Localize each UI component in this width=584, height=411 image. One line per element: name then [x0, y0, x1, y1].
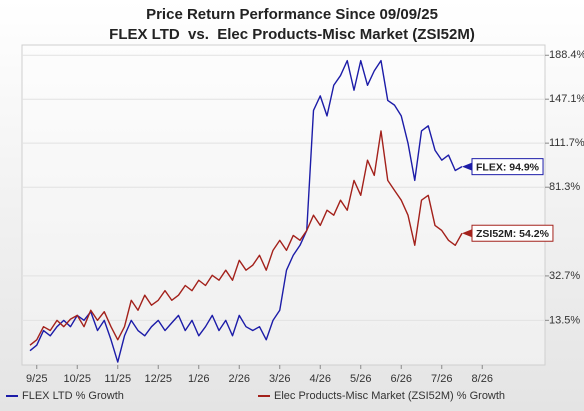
legend-label: FLEX LTD % Growth: [22, 390, 124, 402]
end-label: ZSI52M: 54.2%: [476, 228, 550, 240]
plot-area: [21, 44, 546, 366]
x-tick-label: 11/25: [104, 373, 131, 385]
y-tick-label: 13.5%: [549, 314, 580, 326]
end-label: FLEX: 94.9%: [476, 161, 540, 173]
chart-subtitle: FLEX LTD vs. Elec Products-Misc Market (…: [109, 26, 475, 43]
series-line: [29, 130, 463, 346]
x-tick-label: 9/25: [26, 373, 47, 385]
x-tick-label: 4/26: [310, 373, 331, 385]
y-tick-label: 111.7%: [549, 137, 584, 149]
x-tick-label: 8/26: [472, 373, 493, 385]
x-tick-label: 12/25: [144, 373, 172, 385]
y-tick-label: 147.1%: [549, 93, 584, 105]
legend-label: Elec Products-Misc Market (ZSI52M) % Gro…: [274, 390, 505, 402]
end-label-pointer: [462, 229, 472, 238]
chart-title: Price Return Performance Since 09/09/25: [146, 6, 438, 23]
x-tick-label: 10/25: [63, 373, 91, 385]
series-line: [29, 59, 463, 363]
x-tick-label: 7/26: [431, 373, 452, 385]
x-tick-label: 5/26: [350, 373, 371, 385]
x-tick-label: 1/26: [188, 373, 209, 385]
x-tick-label: 6/26: [391, 373, 412, 385]
x-tick-label: 2/26: [229, 373, 250, 385]
y-tick-label: 188.4%: [549, 49, 584, 61]
x-tick-label: 3/26: [269, 373, 290, 385]
y-tick-label: 81.3%: [549, 181, 580, 193]
y-tick-label: 32.7%: [549, 270, 580, 282]
end-label-pointer: [462, 162, 472, 171]
